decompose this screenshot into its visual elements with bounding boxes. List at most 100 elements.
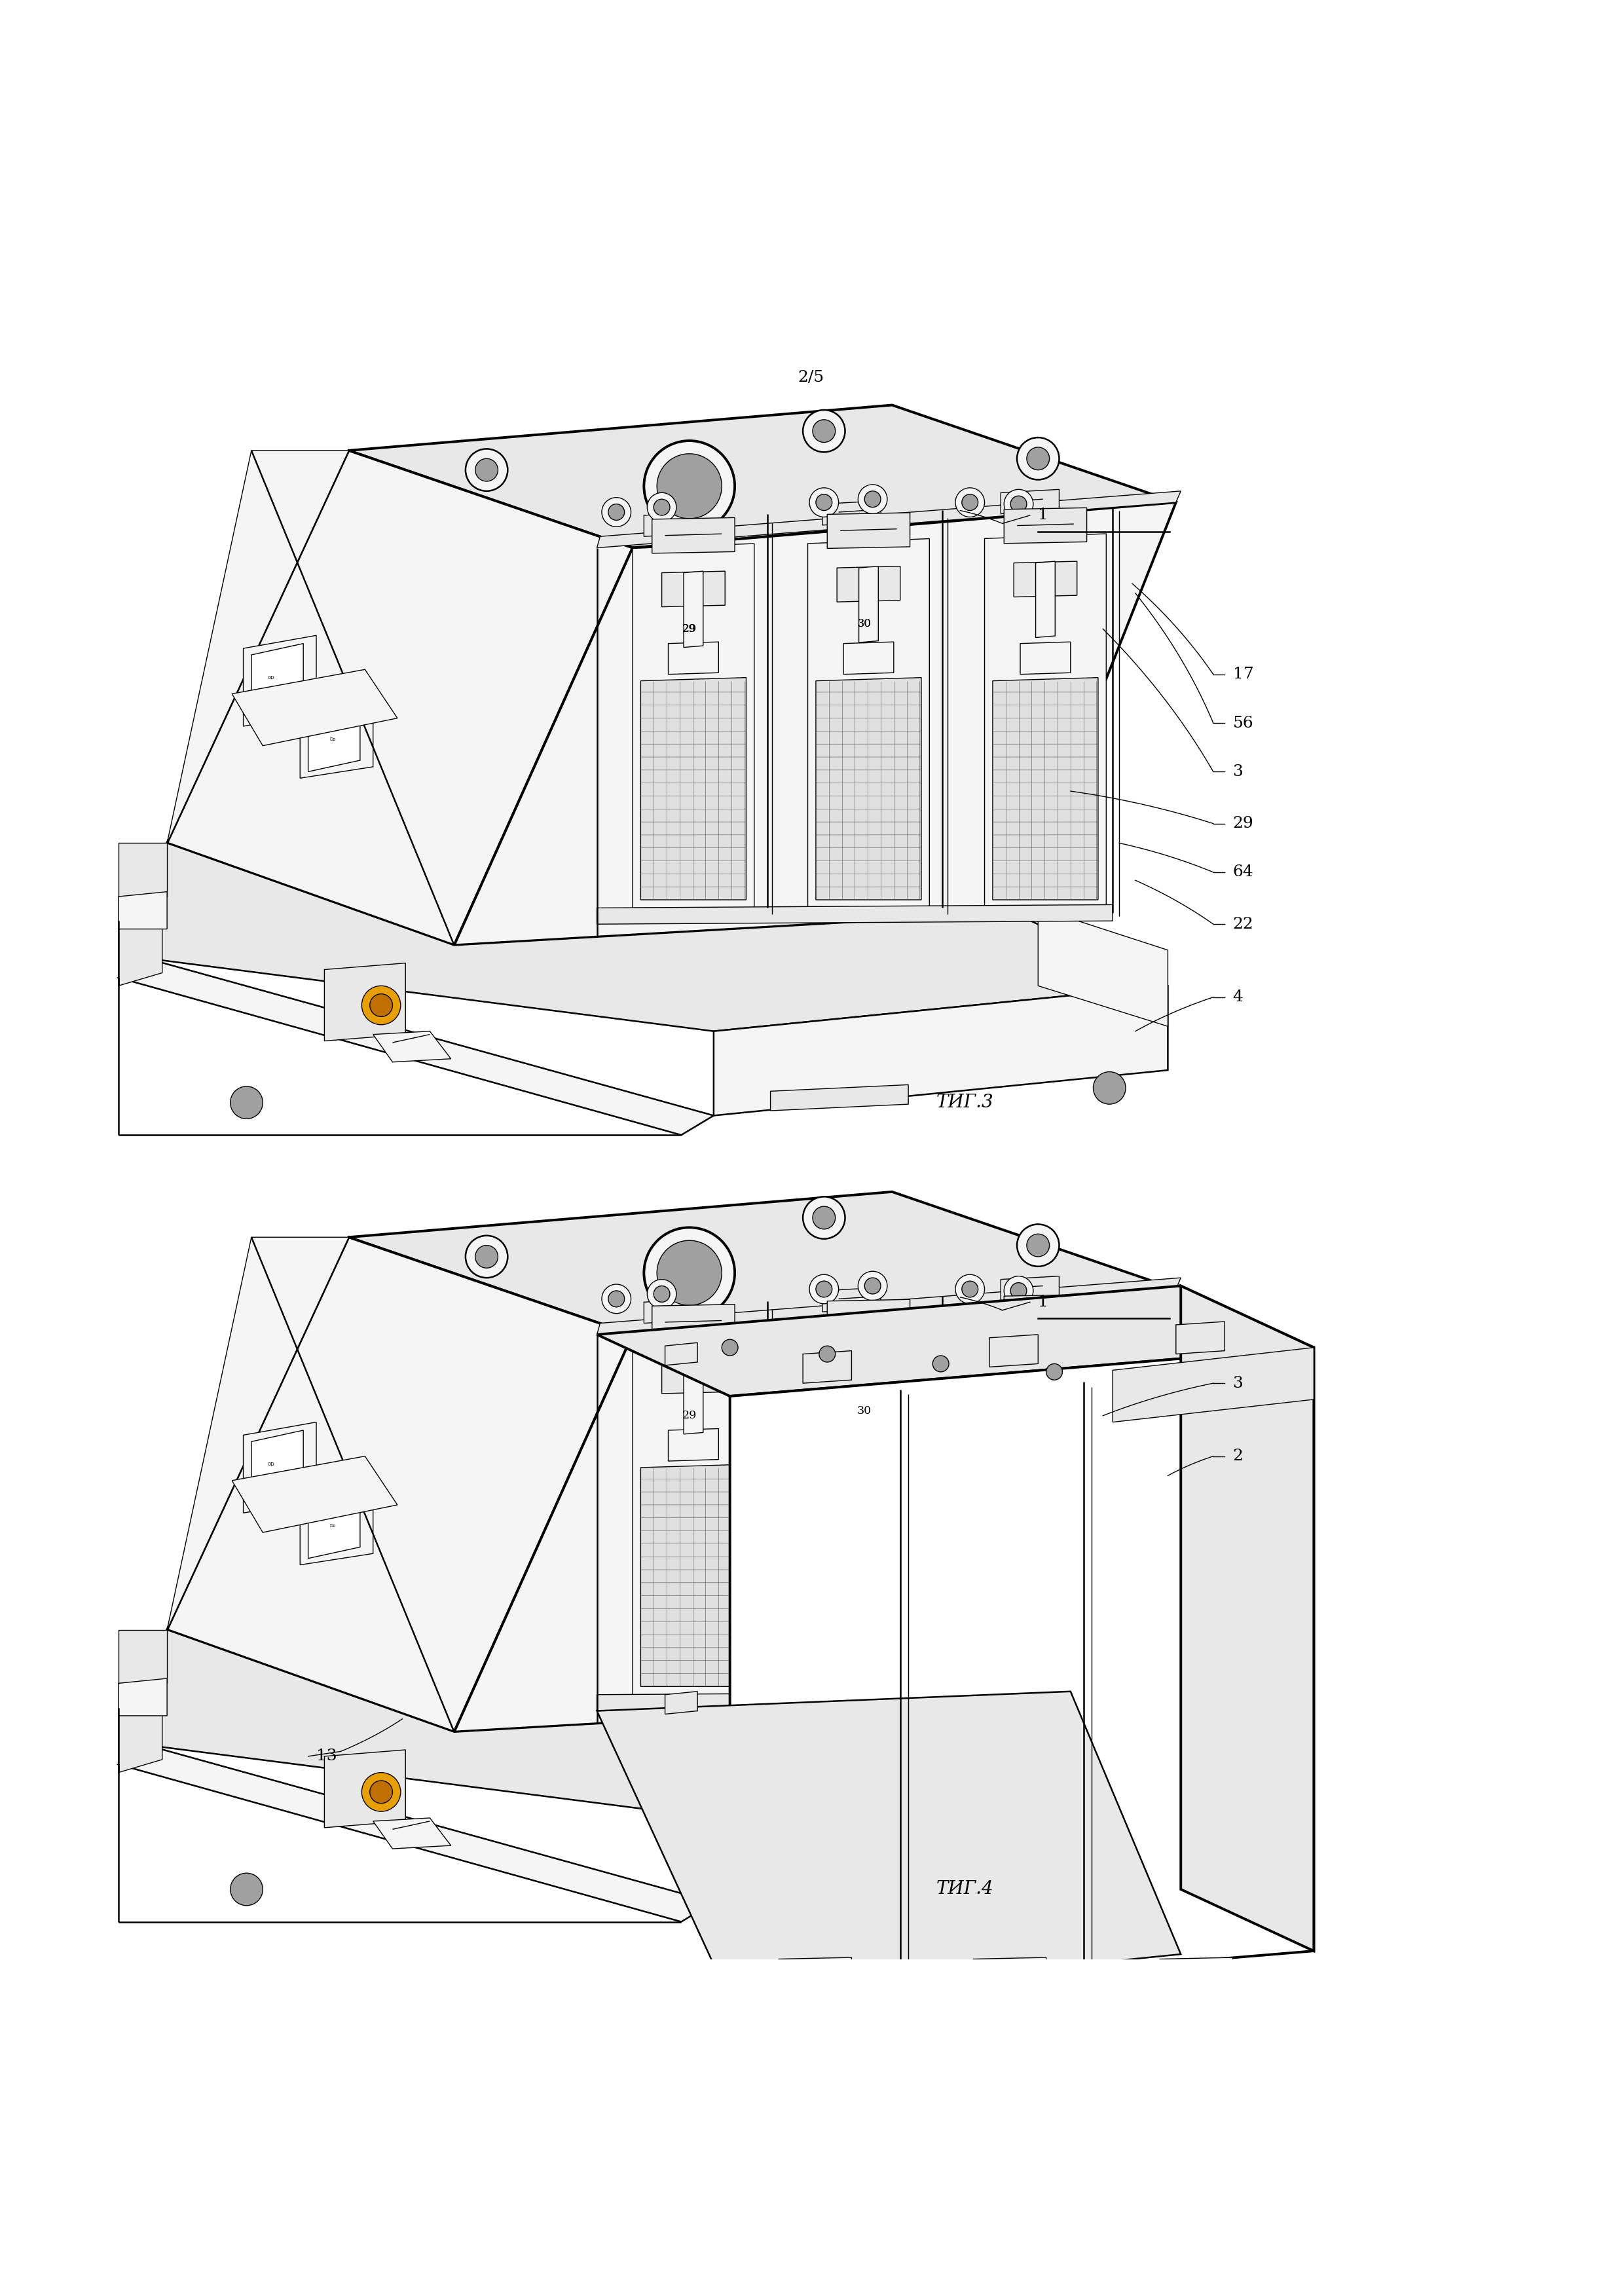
Polygon shape — [1176, 1322, 1225, 1355]
Polygon shape — [118, 907, 162, 985]
Polygon shape — [118, 891, 167, 930]
Polygon shape — [167, 450, 633, 946]
Polygon shape — [118, 1678, 167, 1715]
Polygon shape — [1001, 1277, 1059, 1300]
Polygon shape — [597, 905, 1113, 925]
Polygon shape — [167, 1238, 349, 1630]
Text: 13: 13 — [316, 1750, 337, 1763]
Polygon shape — [1004, 1295, 1087, 1329]
Polygon shape — [770, 1084, 908, 1111]
Polygon shape — [1038, 907, 1168, 1026]
Polygon shape — [1004, 507, 1087, 544]
Polygon shape — [860, 567, 879, 643]
Polygon shape — [644, 512, 702, 537]
Circle shape — [1011, 1283, 1027, 1300]
Polygon shape — [167, 450, 349, 843]
Circle shape — [1093, 1857, 1126, 1892]
Circle shape — [1004, 1277, 1033, 1306]
Circle shape — [230, 1874, 263, 1906]
Polygon shape — [243, 636, 316, 726]
Polygon shape — [808, 1325, 929, 1694]
Circle shape — [1004, 489, 1033, 519]
Polygon shape — [662, 1357, 725, 1394]
Polygon shape — [779, 1958, 852, 1998]
Polygon shape — [1035, 560, 1054, 638]
Circle shape — [813, 420, 835, 443]
Polygon shape — [118, 843, 167, 895]
Polygon shape — [816, 1465, 921, 1688]
Polygon shape — [167, 1238, 633, 1731]
Polygon shape — [308, 707, 360, 771]
Polygon shape — [232, 1456, 397, 1531]
Circle shape — [370, 1782, 393, 1802]
Circle shape — [230, 1086, 263, 1118]
Circle shape — [865, 1279, 881, 1295]
Polygon shape — [300, 1486, 373, 1566]
Polygon shape — [597, 1692, 1113, 1711]
Polygon shape — [837, 1352, 900, 1389]
Polygon shape — [993, 677, 1098, 900]
Polygon shape — [985, 533, 1106, 907]
Polygon shape — [652, 1304, 735, 1341]
Circle shape — [819, 1345, 835, 1362]
Text: 3: 3 — [1233, 765, 1242, 778]
Circle shape — [955, 1274, 985, 1304]
Polygon shape — [118, 957, 714, 1134]
Polygon shape — [1035, 1348, 1054, 1424]
Polygon shape — [232, 670, 397, 746]
Polygon shape — [837, 567, 900, 602]
Polygon shape — [324, 1750, 406, 1828]
Polygon shape — [373, 1818, 451, 1848]
Polygon shape — [652, 517, 735, 553]
Polygon shape — [597, 1279, 1181, 1334]
Polygon shape — [770, 1871, 908, 1896]
Circle shape — [1093, 1072, 1126, 1104]
Circle shape — [858, 1272, 887, 1300]
Polygon shape — [251, 643, 303, 719]
Circle shape — [803, 411, 845, 452]
Circle shape — [657, 1240, 722, 1306]
Text: 29: 29 — [683, 622, 696, 634]
Circle shape — [608, 1290, 624, 1306]
Polygon shape — [324, 962, 406, 1040]
Polygon shape — [597, 1692, 1181, 2000]
Polygon shape — [146, 843, 1168, 1031]
Polygon shape — [1020, 1428, 1071, 1460]
Circle shape — [933, 1355, 949, 1371]
Polygon shape — [641, 1465, 746, 1688]
Polygon shape — [1014, 1348, 1077, 1384]
Polygon shape — [597, 491, 1181, 549]
Text: OD: OD — [268, 675, 274, 680]
Text: 30: 30 — [858, 618, 871, 629]
Polygon shape — [641, 677, 746, 900]
Polygon shape — [714, 985, 1168, 1116]
Polygon shape — [454, 1288, 1176, 1731]
Polygon shape — [665, 1343, 697, 1366]
Polygon shape — [1020, 643, 1071, 675]
Polygon shape — [118, 1745, 714, 1922]
Text: 22: 22 — [1233, 916, 1254, 932]
Polygon shape — [349, 1192, 1176, 1334]
Circle shape — [722, 1339, 738, 1355]
Circle shape — [1027, 448, 1049, 471]
Polygon shape — [633, 544, 754, 907]
Circle shape — [654, 1286, 670, 1302]
Polygon shape — [993, 1465, 1098, 1688]
Circle shape — [803, 1196, 845, 1240]
Polygon shape — [1160, 1958, 1233, 1998]
Circle shape — [466, 448, 508, 491]
Polygon shape — [118, 1630, 167, 1683]
Circle shape — [809, 1274, 839, 1304]
Polygon shape — [822, 501, 881, 526]
Text: 64: 64 — [1233, 866, 1254, 879]
Circle shape — [602, 498, 631, 526]
Circle shape — [466, 1235, 508, 1279]
Polygon shape — [243, 1421, 316, 1513]
Polygon shape — [683, 1357, 704, 1435]
Circle shape — [657, 455, 722, 519]
Circle shape — [858, 484, 887, 514]
Polygon shape — [597, 1286, 1314, 1396]
Polygon shape — [1001, 489, 1059, 514]
Circle shape — [809, 487, 839, 517]
Circle shape — [813, 1205, 835, 1228]
